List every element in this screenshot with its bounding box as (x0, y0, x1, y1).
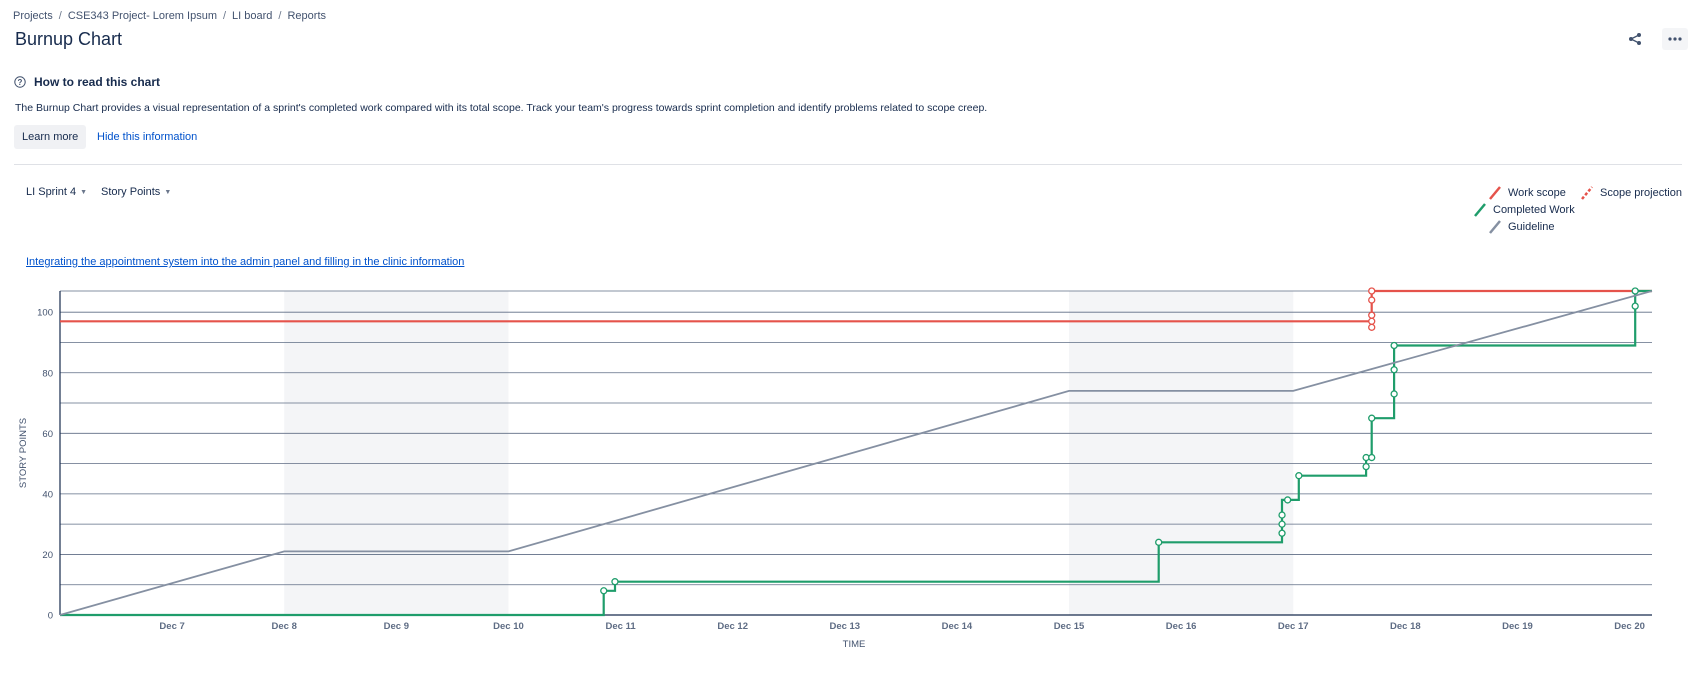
legend-swatch-scope-projection (1581, 186, 1593, 200)
legend-label: Completed Work (1493, 204, 1575, 216)
x-tick-label: Dec 7 (159, 621, 184, 632)
data-point-completed-work (1295, 472, 1303, 480)
more-actions-button[interactable] (1662, 28, 1688, 50)
sprint-selector-label: LI Sprint 4 (26, 186, 77, 198)
breadcrumb-project[interactable]: CSE343 Project- Lorem Ipsum (67, 10, 217, 22)
more-icon (1668, 37, 1682, 41)
breadcrumb-projects[interactable]: Projects (13, 10, 53, 22)
y-axis-ticks: 0 20 40 60 80 100 (37, 308, 53, 622)
x-tick-label: Dec 8 (272, 621, 297, 632)
info-text: The Burnup Chart provides a visual repre… (15, 102, 988, 114)
x-tick-label: Dec 17 (1278, 621, 1309, 632)
data-point-work-scope (1368, 323, 1376, 331)
estimation-selector[interactable]: Story Points ▼ (101, 186, 171, 198)
series-line-work-scope (60, 289, 1652, 323)
series-line-guideline (59, 290, 1653, 616)
data-point-completed-work (1283, 496, 1292, 504)
data-point-completed-work (1368, 453, 1376, 462)
share-icon (1629, 33, 1641, 45)
x-tick-label: Dec 11 (606, 621, 637, 632)
x-tick-label: Dec 13 (829, 621, 860, 632)
legend-swatch-completed-work (1474, 203, 1486, 217)
data-point-completed-work (1390, 390, 1398, 398)
breadcrumb-board[interactable]: LI board (232, 10, 273, 22)
estimation-selector-label: Story Points (101, 186, 161, 198)
x-tick-label: Dec 9 (384, 621, 409, 632)
y-tick-label: 80 (42, 368, 53, 379)
x-tick-label: Dec 15 (1054, 621, 1085, 632)
page-title: Burnup Chart (15, 29, 123, 49)
x-axis-label: TIME (843, 639, 866, 650)
legend-swatch-work-scope (1489, 186, 1501, 200)
weekend-band (284, 291, 509, 615)
chevron-down-icon: ▼ (80, 188, 88, 196)
weekend-band (1069, 291, 1294, 615)
gridlines (59, 290, 1652, 616)
legend-guideline[interactable]: Guideline (1488, 220, 1554, 234)
y-tick-label: 0 (48, 611, 53, 622)
series-lines (59, 289, 1653, 617)
weekend-bands (284, 291, 1294, 615)
x-axis-ticks: Dec 7 Dec 8 Dec 9 Dec 10 Dec 11 Dec 12 Dec 13 D… (159, 621, 1644, 632)
y-tick-label: 60 (42, 429, 53, 440)
data-point-completed-work (1278, 511, 1286, 519)
hide-information-link[interactable]: Hide this information (97, 131, 198, 143)
legend-swatch-guideline (1489, 220, 1501, 234)
breadcrumb-reports[interactable]: Reports (287, 10, 327, 22)
burnup-chart: 0 20 40 60 80 100 Dec 7 Dec 8 Dec 9 Dec 10 Dec 11… (18, 287, 1653, 650)
sprint-selector[interactable]: LI Sprint 4 ▼ (26, 186, 87, 198)
data-point-completed-work (1278, 520, 1286, 528)
y-axis-label: STORY POINTS (18, 418, 29, 488)
legend-completed-work[interactable]: Completed Work (1473, 203, 1575, 217)
divider (14, 164, 1682, 165)
breadcrumb-separator: / (58, 10, 62, 22)
data-point-completed-work (1362, 462, 1370, 471)
x-tick-label: Dec 12 (717, 621, 748, 632)
x-tick-label: Dec 10 (493, 621, 524, 632)
data-point-completed-work (1631, 287, 1639, 295)
question-icon: ? (14, 76, 26, 88)
y-tick-label: 20 (42, 550, 53, 561)
learn-more-button[interactable]: Learn more (14, 125, 87, 149)
data-point-completed-work (1155, 538, 1163, 546)
x-tick-label: Dec 19 (1502, 621, 1533, 632)
x-tick-label: Dec 14 (942, 621, 973, 632)
data-point-completed-work (611, 578, 619, 586)
legend-label: Scope projection (1600, 187, 1682, 199)
data-point-work-scope (1368, 296, 1376, 304)
breadcrumb-separator: / (278, 10, 282, 22)
chevron-down-icon: ▼ (164, 188, 172, 196)
top-actions (1622, 28, 1688, 50)
legend-work-scope[interactable]: Work scope (1488, 186, 1566, 200)
data-point-work-scope (1368, 311, 1376, 319)
data-point-completed-work (1631, 302, 1639, 310)
legend-label: Guideline (1508, 221, 1555, 233)
data-point-completed-work (1368, 414, 1376, 422)
share-button[interactable] (1622, 28, 1648, 50)
svg-text:?: ? (18, 78, 23, 87)
series-line-completed-work (60, 289, 1652, 617)
breadcrumb-separator: / (222, 10, 227, 22)
data-point-completed-work (1390, 341, 1398, 350)
y-tick-label: 100 (37, 308, 53, 319)
y-tick-label: 40 (42, 489, 53, 500)
data-point-completed-work (1390, 366, 1398, 374)
data-point-work-scope (1368, 317, 1376, 325)
legend-scope-projection[interactable]: Scope projection (1580, 186, 1682, 200)
info-heading: How to read this chart (34, 75, 161, 89)
x-tick-label: Dec 20 (1614, 621, 1645, 632)
data-point-completed-work (600, 587, 608, 595)
sprint-goal-link[interactable]: Integrating the appointment system into … (26, 256, 465, 268)
series-markers (600, 287, 1639, 595)
data-point-work-scope (1368, 287, 1376, 295)
x-tick-label: Dec 18 (1390, 621, 1421, 632)
legend-label: Work scope (1508, 187, 1566, 199)
breadcrumb: Projects / CSE343 Project- Lorem Ipsum /… (13, 10, 326, 22)
info-heading-row: ? How to read this chart (14, 75, 160, 89)
x-tick-label: Dec 16 (1166, 621, 1197, 632)
data-point-completed-work (1278, 529, 1286, 537)
